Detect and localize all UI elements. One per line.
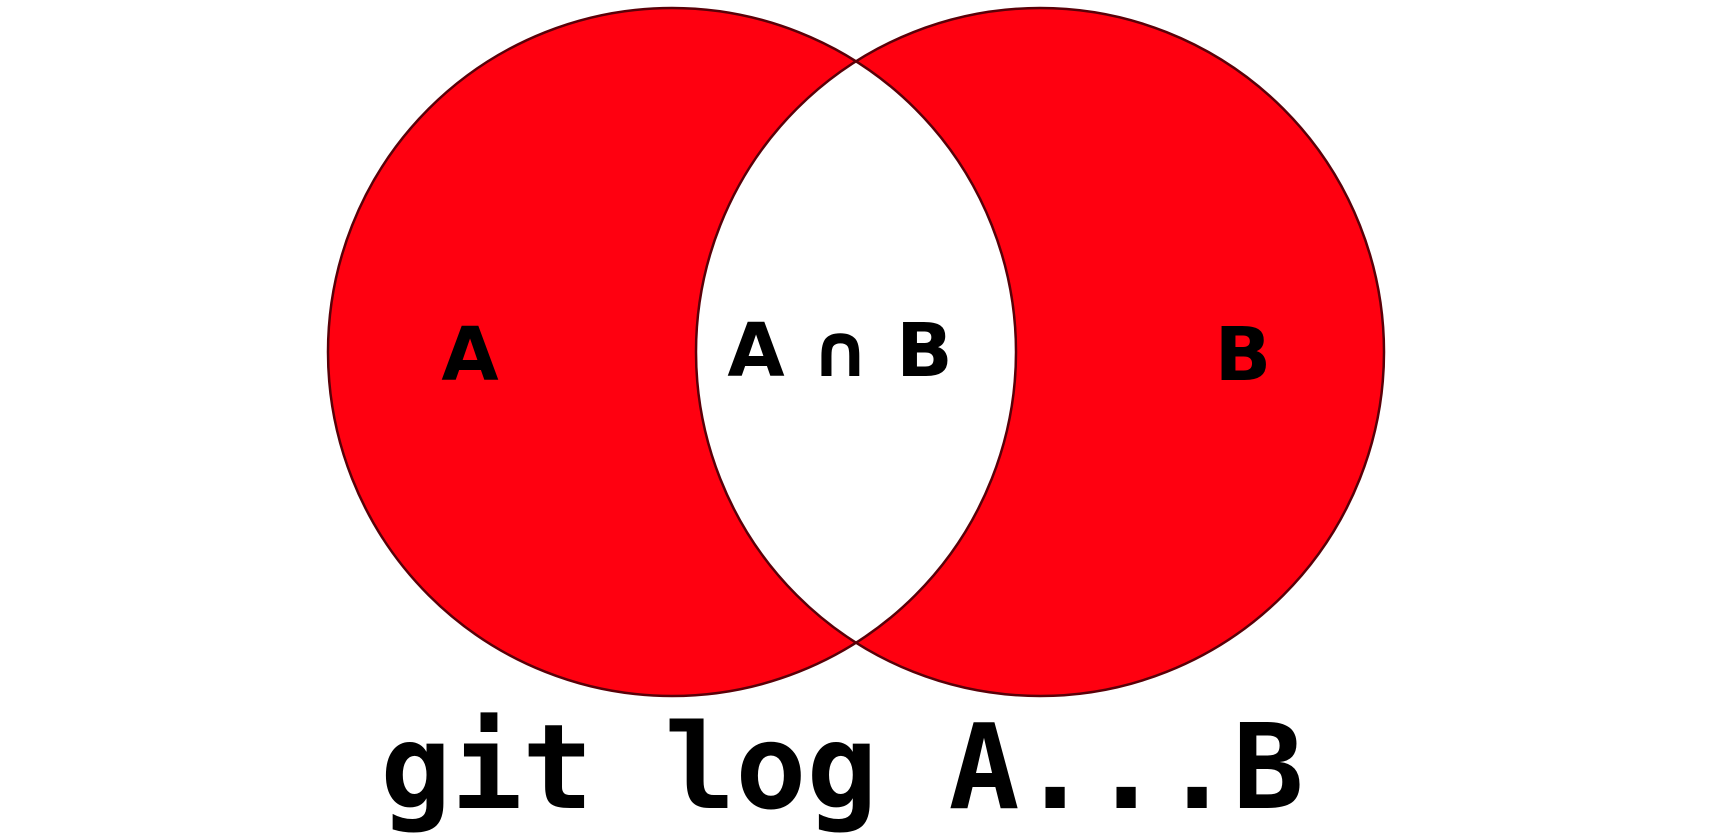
set-b-outline (694, 6, 1386, 698)
intersection-label: A ∩ B (727, 308, 952, 394)
intersection-region (696, 8, 1016, 696)
git-command-caption: git log A...B (380, 698, 1304, 836)
set-a-label: A (441, 312, 498, 398)
set-b-label: B (1215, 312, 1271, 398)
set-a-outline (326, 6, 1018, 698)
